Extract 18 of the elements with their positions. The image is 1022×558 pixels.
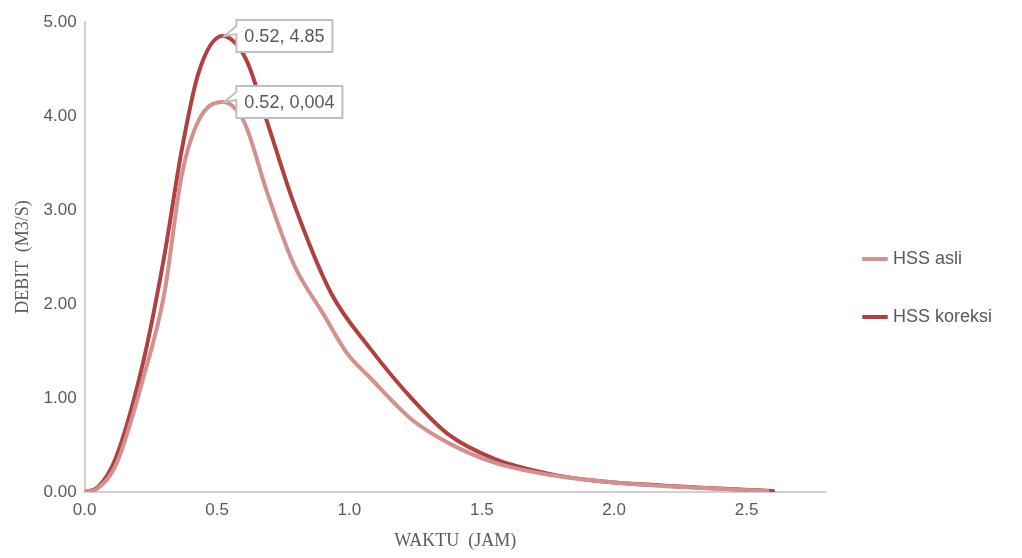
y-tick-label: 3.00 [43, 199, 77, 219]
annotation: 0.52, 0,004 [244, 91, 335, 112]
x-tick-label: 0.5 [205, 499, 229, 519]
x-tick-label: 2.5 [734, 499, 759, 519]
x-tick-label: 0.0 [72, 499, 97, 519]
legend-label: HSS koreksi [892, 305, 992, 326]
y-tick-label: 2.00 [43, 293, 77, 313]
legend-label: HSS asli [892, 247, 962, 268]
y-tick-label: 0.00 [43, 481, 77, 501]
x-axis-title: WAKTU (JAM) [394, 529, 517, 551]
x-tick-label: 1.0 [337, 499, 362, 519]
x-tick-label: 2.0 [602, 499, 626, 519]
x-tick-label: 1.5 [469, 499, 494, 519]
y-tick-label: 4.00 [43, 105, 77, 125]
annotation: 0.52, 4.85 [244, 26, 325, 47]
y-axis-title: DEBIT (M3/S) [11, 200, 33, 314]
y-tick-label: 1.00 [43, 387, 77, 407]
y-tick-label: 5.00 [43, 11, 77, 31]
